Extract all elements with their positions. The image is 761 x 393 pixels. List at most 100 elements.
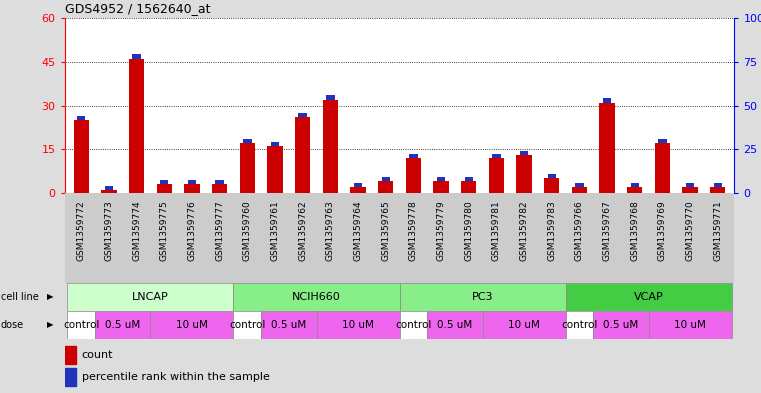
- Text: GSM1359764: GSM1359764: [354, 200, 362, 261]
- Bar: [594, 311, 648, 339]
- Bar: [77, 116, 85, 120]
- Bar: [683, 187, 698, 193]
- Text: GSM1359772: GSM1359772: [77, 200, 86, 261]
- Text: 10 uM: 10 uM: [508, 320, 540, 330]
- Text: GSM1359776: GSM1359776: [187, 200, 196, 261]
- Text: cell line: cell line: [1, 292, 39, 302]
- Text: GSM1359768: GSM1359768: [630, 200, 639, 261]
- Bar: [234, 283, 400, 311]
- Text: 0.5 uM: 0.5 uM: [105, 320, 141, 330]
- Bar: [129, 59, 145, 193]
- Bar: [427, 311, 482, 339]
- Text: GSM1359781: GSM1359781: [492, 200, 501, 261]
- Text: 10 uM: 10 uM: [342, 320, 374, 330]
- Bar: [350, 187, 365, 193]
- Bar: [565, 283, 731, 311]
- Bar: [658, 139, 667, 143]
- Text: GSM1359767: GSM1359767: [603, 200, 612, 261]
- Bar: [406, 158, 421, 193]
- Bar: [434, 181, 449, 193]
- Bar: [600, 103, 615, 193]
- Bar: [234, 311, 261, 339]
- Bar: [271, 142, 279, 146]
- Text: PC3: PC3: [472, 292, 493, 302]
- Text: GSM1359765: GSM1359765: [381, 200, 390, 261]
- Text: VCAP: VCAP: [634, 292, 664, 302]
- Bar: [240, 143, 255, 193]
- Bar: [295, 117, 310, 193]
- Bar: [710, 187, 725, 193]
- Bar: [492, 154, 501, 158]
- Text: GSM1359771: GSM1359771: [713, 200, 722, 261]
- Text: 0.5 uM: 0.5 uM: [271, 320, 307, 330]
- Bar: [261, 311, 317, 339]
- Bar: [572, 187, 587, 193]
- Text: percentile rank within the sample: percentile rank within the sample: [82, 372, 269, 382]
- Bar: [74, 120, 89, 193]
- Bar: [565, 311, 594, 339]
- Text: GSM1359783: GSM1359783: [547, 200, 556, 261]
- Bar: [686, 183, 694, 187]
- Text: count: count: [82, 350, 113, 360]
- Text: control: control: [229, 320, 266, 330]
- Text: GSM1359773: GSM1359773: [104, 200, 113, 261]
- Bar: [461, 181, 476, 193]
- Bar: [323, 100, 338, 193]
- Bar: [437, 177, 445, 181]
- Bar: [603, 98, 611, 103]
- Bar: [68, 311, 95, 339]
- Text: GSM1359777: GSM1359777: [215, 200, 224, 261]
- Bar: [215, 180, 224, 184]
- Text: control: control: [561, 320, 597, 330]
- Bar: [132, 55, 141, 59]
- Bar: [548, 174, 556, 178]
- Bar: [151, 311, 234, 339]
- Text: ▶: ▶: [47, 292, 54, 301]
- Text: GSM1359775: GSM1359775: [160, 200, 169, 261]
- Bar: [95, 311, 151, 339]
- Bar: [105, 186, 113, 190]
- Text: GSM1359761: GSM1359761: [270, 200, 279, 261]
- Text: GSM1359780: GSM1359780: [464, 200, 473, 261]
- Text: dose: dose: [1, 320, 24, 330]
- Text: 0.5 uM: 0.5 uM: [438, 320, 473, 330]
- Bar: [714, 183, 722, 187]
- Bar: [298, 113, 307, 117]
- Text: GSM1359782: GSM1359782: [520, 200, 529, 261]
- Bar: [188, 180, 196, 184]
- Bar: [267, 146, 282, 193]
- Text: 0.5 uM: 0.5 uM: [603, 320, 638, 330]
- Bar: [544, 178, 559, 193]
- Bar: [101, 190, 116, 193]
- Bar: [317, 311, 400, 339]
- Bar: [627, 187, 642, 193]
- Text: 10 uM: 10 uM: [176, 320, 208, 330]
- Bar: [184, 184, 199, 193]
- Bar: [648, 311, 731, 339]
- Text: 10 uM: 10 uM: [674, 320, 706, 330]
- Bar: [400, 283, 565, 311]
- Text: GSM1359774: GSM1359774: [132, 200, 141, 261]
- Text: GSM1359778: GSM1359778: [409, 200, 418, 261]
- Bar: [157, 184, 172, 193]
- Bar: [517, 155, 532, 193]
- Text: GSM1359766: GSM1359766: [575, 200, 584, 261]
- Bar: [575, 183, 584, 187]
- Bar: [68, 283, 234, 311]
- Bar: [520, 151, 528, 155]
- Text: control: control: [395, 320, 431, 330]
- Text: ▶: ▶: [47, 321, 54, 329]
- Text: GSM1359760: GSM1359760: [243, 200, 252, 261]
- Bar: [326, 95, 335, 100]
- Bar: [160, 180, 168, 184]
- Text: GSM1359779: GSM1359779: [437, 200, 445, 261]
- Bar: [65, 346, 76, 364]
- Bar: [654, 143, 670, 193]
- Text: GSM1359769: GSM1359769: [658, 200, 667, 261]
- Text: GSM1359762: GSM1359762: [298, 200, 307, 261]
- Text: NCIH660: NCIH660: [292, 292, 341, 302]
- Text: control: control: [63, 320, 100, 330]
- Bar: [400, 311, 427, 339]
- Bar: [212, 184, 228, 193]
- Bar: [482, 311, 565, 339]
